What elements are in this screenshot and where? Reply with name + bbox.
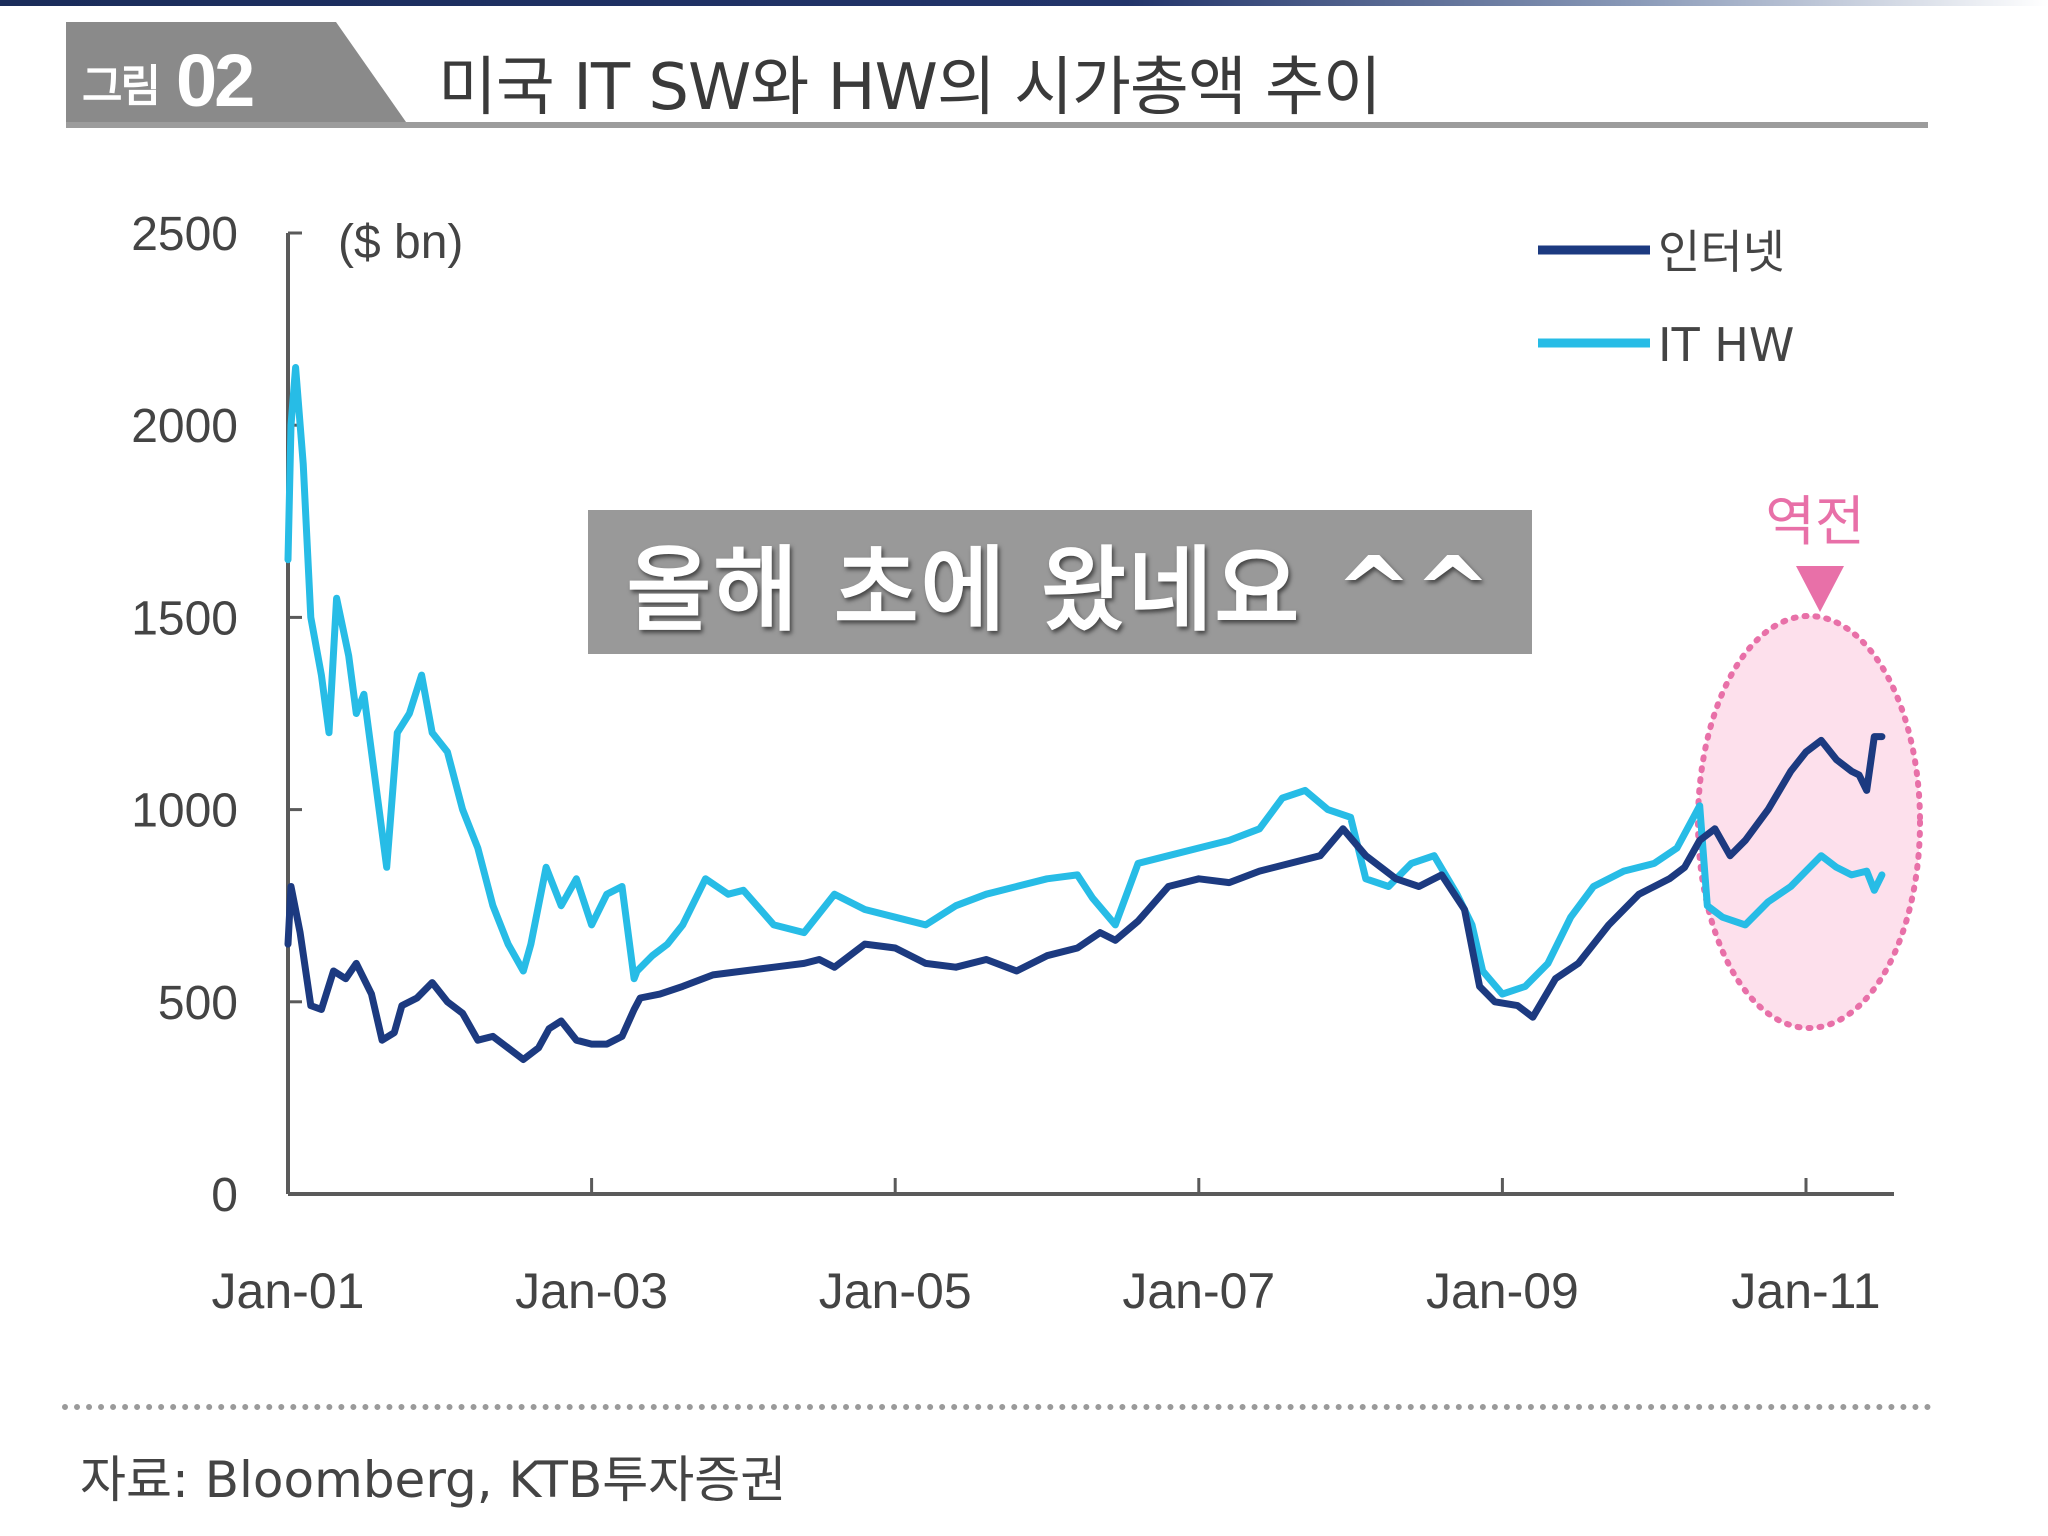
x-tick-label-Jan-11: Jan-11 xyxy=(1731,1263,1880,1319)
legend-label-1: IT HW xyxy=(1658,318,1794,372)
footer-rule xyxy=(62,1404,1932,1410)
x-tick-label-Jan-05: Jan-05 xyxy=(819,1263,972,1319)
top-strip xyxy=(0,0,2048,6)
figure-label-number: 02 xyxy=(176,39,255,122)
x-tick-label-Jan-07: Jan-07 xyxy=(1122,1263,1275,1319)
y-axis-unit-label: ($ bn) xyxy=(338,216,463,269)
annotation-arrow-icon xyxy=(1796,566,1844,612)
y-tick-label-500: 500 xyxy=(158,977,238,1030)
y-tick-label-1500: 1500 xyxy=(131,592,238,645)
overlay-caption: 올해 초에 왔네요 ^^ xyxy=(626,536,1494,644)
annotation-label: 역전 xyxy=(1765,490,1864,553)
x-tick-label-Jan-03: Jan-03 xyxy=(515,1263,668,1319)
series-line-it-hw xyxy=(284,364,1886,998)
x-tick-label-Jan-09: Jan-09 xyxy=(1426,1263,1579,1319)
chart-legend: 인터넷 IT HW xyxy=(1538,225,1794,372)
chart-series xyxy=(284,364,1886,1063)
chart-axes: 0 500 1000 1500 2000 2500 Jan-01 Jan-03 Jan-05 Ja… xyxy=(131,208,1894,1319)
reversal-highlight xyxy=(1695,613,1923,1031)
figure-title: 미국 IT SW와 HW의 시가총액 추이 xyxy=(438,51,1382,125)
legend-label-0: 인터넷 xyxy=(1658,225,1785,279)
series-line-internet xyxy=(284,733,1886,1063)
chart-annotation: 역전 xyxy=(1765,490,1865,612)
y-tick-label-2000: 2000 xyxy=(131,400,238,453)
figure-header: 그림 02 미국 IT SW와 HW의 시가총액 추이 xyxy=(66,22,1928,130)
y-tick-label-1000: 1000 xyxy=(131,785,238,838)
y-tick-label-2500: 2500 xyxy=(131,208,238,261)
y-tick-label-0: 0 xyxy=(211,1169,238,1222)
figure-label-text: 그림 xyxy=(82,61,161,112)
reversal-ellipse xyxy=(1695,613,1923,1031)
x-tick-label-Jan-01: Jan-01 xyxy=(212,1263,365,1319)
overlay-caption-box: 올해 초에 왔네요 ^^ xyxy=(588,510,1532,654)
source-note: 자료: Bloomberg, KTB투자증권 xyxy=(80,1451,787,1509)
header-rule xyxy=(66,122,1928,128)
